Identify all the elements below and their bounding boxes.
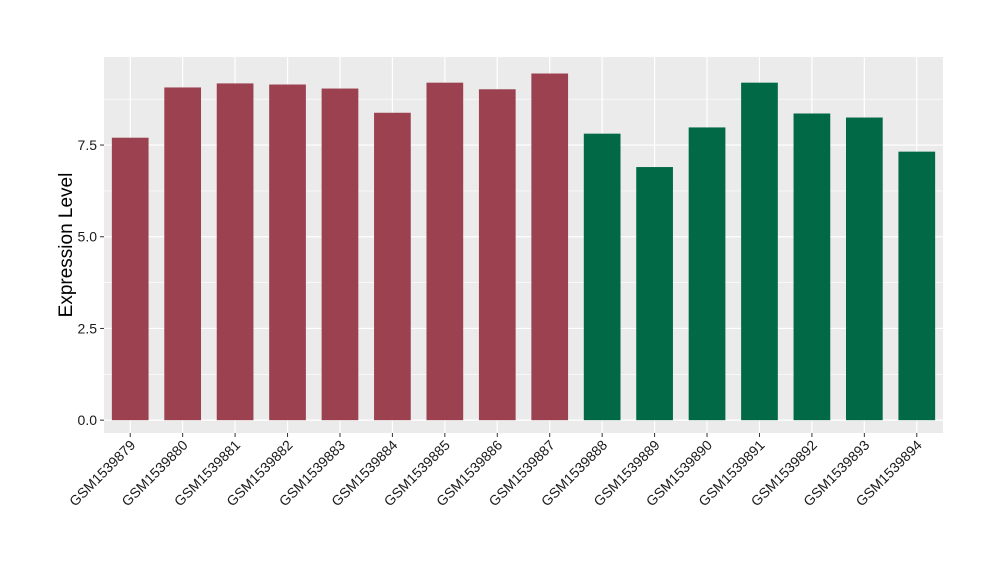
bar-GSM1539879 bbox=[111, 137, 149, 421]
bar-GSM1539887 bbox=[531, 73, 569, 421]
bar-GSM1539881 bbox=[216, 83, 254, 421]
bar-GSM1539889 bbox=[636, 167, 673, 421]
bar-GSM1539890 bbox=[688, 127, 726, 421]
y-tick-label: 5.0 bbox=[78, 229, 98, 245]
y-tick-label: 0.0 bbox=[78, 412, 98, 428]
bar-GSM1539882 bbox=[269, 84, 306, 421]
bar-GSM1539886 bbox=[478, 89, 516, 421]
y-tick-label: 2.5 bbox=[78, 320, 98, 336]
bar-GSM1539888 bbox=[583, 133, 621, 421]
y-axis-title: Expression Level bbox=[56, 173, 77, 318]
y-tick-label: 7.5 bbox=[78, 137, 98, 153]
bar-GSM1539892 bbox=[793, 113, 831, 421]
x-axis-ticks: GSM1539879GSM1539880GSM1539881GSM1539882… bbox=[66, 433, 925, 509]
bars bbox=[111, 73, 936, 421]
bar-GSM1539885 bbox=[426, 82, 464, 421]
bar-GSM1539880 bbox=[164, 87, 202, 421]
bar-GSM1539891 bbox=[741, 82, 778, 421]
bar-GSM1539893 bbox=[845, 117, 883, 421]
bar-GSM1539894 bbox=[898, 151, 936, 421]
y-axis-ticks: 0.0 2.5 5.0 7.5 bbox=[78, 137, 104, 428]
bar-GSM1539884 bbox=[374, 112, 411, 421]
bar-GSM1539883 bbox=[321, 88, 359, 421]
